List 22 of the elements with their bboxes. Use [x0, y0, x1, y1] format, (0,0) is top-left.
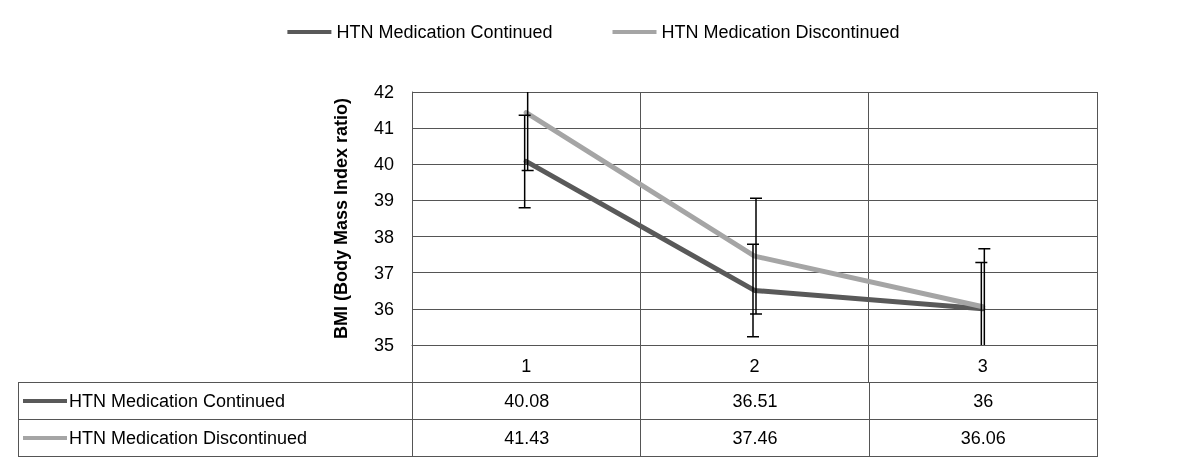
- y-tick-label: 40: [373, 154, 394, 175]
- data-label: 36.06: [868, 420, 1097, 456]
- data-label: 41.43: [412, 420, 641, 456]
- data-label: 40.08: [412, 383, 641, 419]
- text: HTN Medication Continued: [69, 390, 286, 411]
- data-label: 36: [868, 383, 1097, 419]
- data-label: 37.46: [640, 420, 869, 456]
- y-tick-label: 35: [373, 335, 394, 355]
- y-tick-label: 37: [373, 262, 394, 283]
- y-tick-label: 39: [373, 190, 394, 211]
- x-tick-label: 3: [977, 356, 988, 376]
- text: HTN Medication Discontinued: [69, 427, 308, 448]
- x-tick-label: 2: [749, 356, 760, 376]
- legend-label: HTN Medication Continued: [336, 22, 553, 42]
- legend-label: HTN Medication Discontinued: [661, 22, 900, 42]
- y-tick-label: 42: [373, 82, 394, 102]
- data-label: 36.51: [640, 383, 869, 419]
- y-tick-label: 38: [373, 226, 394, 247]
- y-axis-title: BMI (Body Mass Index ratio): [331, 97, 351, 340]
- y-tick-label: 41: [373, 118, 394, 139]
- y-tick-label: 36: [373, 298, 394, 319]
- x-tick-label: 1: [521, 356, 532, 376]
